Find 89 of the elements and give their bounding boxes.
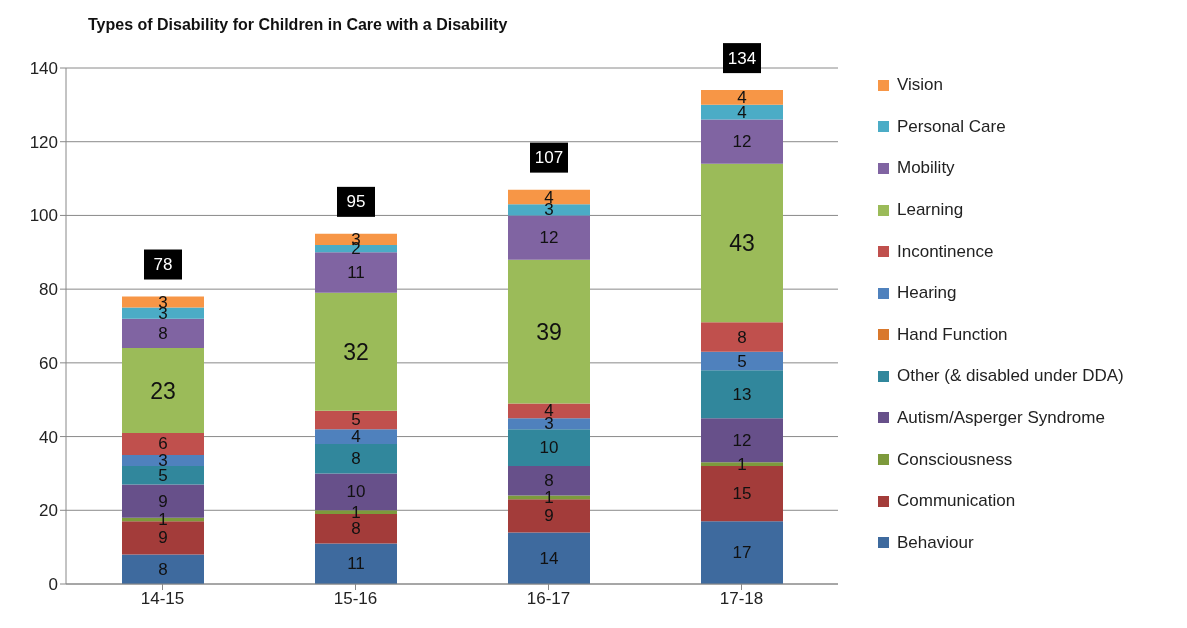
bar <box>315 543 397 584</box>
bar <box>122 348 204 433</box>
data-label: 5 <box>351 410 361 430</box>
bar <box>508 403 590 419</box>
data-label: 10 <box>539 438 559 458</box>
bar <box>315 410 397 430</box>
bar <box>122 455 204 467</box>
legend-label: Vision <box>897 75 943 96</box>
bar <box>701 322 783 352</box>
bar <box>701 370 783 419</box>
data-label: 8 <box>737 327 747 347</box>
y-tick-label: 140 <box>29 59 58 79</box>
legend-label: Communication <box>897 491 1016 512</box>
data-label: 8 <box>158 323 168 343</box>
bar <box>701 521 783 584</box>
data-label: 11 <box>347 263 365 283</box>
legend-label: Learning <box>897 200 964 221</box>
data-label: 12 <box>732 132 752 152</box>
bar <box>701 104 783 120</box>
y-tick-label: 60 <box>39 353 58 373</box>
data-label: 8 <box>158 559 168 579</box>
bar <box>315 244 397 253</box>
bar <box>122 554 204 584</box>
bar <box>701 163 783 323</box>
y-tick-label: 120 <box>29 132 58 152</box>
y-tick-label: 0 <box>48 575 58 595</box>
data-label: 17 <box>732 543 752 563</box>
bar <box>315 429 397 444</box>
data-label: 1 <box>737 454 747 474</box>
bar <box>508 429 590 467</box>
legend-label: Hand Function <box>897 324 1008 345</box>
data-label: 39 <box>536 318 562 345</box>
data-label: 9 <box>158 528 168 548</box>
bar <box>315 292 397 411</box>
legend-label: Mobility <box>897 158 955 179</box>
data-label: 32 <box>343 338 369 365</box>
bar <box>122 432 204 455</box>
data-label: 11 <box>347 554 365 574</box>
data-label: 12 <box>539 228 559 248</box>
y-tick-label: 40 <box>39 427 58 447</box>
bar <box>701 119 783 164</box>
bar <box>508 259 590 404</box>
legend-label: Personal Care <box>897 116 1006 137</box>
legend-label: Autism/Asperger Syndrome <box>897 407 1105 428</box>
total-label: 134 <box>727 48 757 68</box>
data-label: 8 <box>351 519 361 539</box>
bar <box>508 532 590 584</box>
data-label: 6 <box>158 434 168 454</box>
y-tick-label: 20 <box>39 501 58 521</box>
x-tick-label: 16-17 <box>526 589 571 609</box>
data-label: 15 <box>732 484 752 504</box>
data-label: 5 <box>158 465 168 485</box>
data-label: 5 <box>737 351 747 371</box>
legend-label: Consciousness <box>897 449 1013 470</box>
chart-title: Types of Disability for Children in Care with a Disability <box>88 16 508 34</box>
data-label: 43 <box>729 230 755 257</box>
total-label: 78 <box>153 255 173 275</box>
bar <box>508 418 590 430</box>
data-label: 8 <box>351 449 361 469</box>
legend-label: Hearing <box>897 283 957 304</box>
data-label: 10 <box>346 482 366 502</box>
bar <box>508 204 590 216</box>
data-label: 13 <box>732 384 752 404</box>
bar <box>122 318 204 349</box>
y-tick-label: 100 <box>29 206 58 226</box>
x-tick-label: 15-16 <box>333 589 378 609</box>
bar <box>508 215 590 260</box>
bar <box>122 466 204 485</box>
bar <box>701 90 783 105</box>
x-tick-label: 17-18 <box>719 589 764 609</box>
bar <box>122 307 204 319</box>
bar <box>315 252 397 293</box>
bar <box>315 443 397 474</box>
x-tick-label: 14-15 <box>140 589 185 609</box>
data-label: 1 <box>351 502 361 522</box>
data-label: 9 <box>544 506 554 526</box>
total-label: 95 <box>346 192 366 212</box>
data-label: 4 <box>351 427 361 447</box>
legend-label: Behaviour <box>897 532 974 553</box>
data-label: 14 <box>539 548 559 568</box>
data-label: 23 <box>150 377 176 404</box>
bar <box>701 351 783 371</box>
total-label: 107 <box>534 148 564 168</box>
legend-label: Other (& disabled under DDA) <box>897 366 1124 387</box>
y-tick-label: 80 <box>39 280 58 300</box>
data-label: 9 <box>158 491 168 511</box>
data-label: 12 <box>732 430 752 450</box>
legend-label: Incontinence <box>897 241 994 262</box>
bar <box>122 296 204 308</box>
